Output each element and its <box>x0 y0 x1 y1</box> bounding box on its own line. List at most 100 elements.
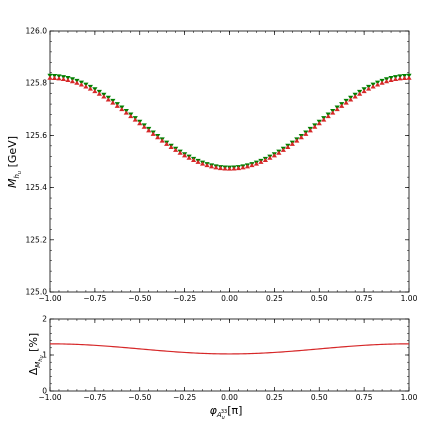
top-series-2-point <box>253 161 260 166</box>
top-series-2-point <box>267 155 273 160</box>
top-series-2-point <box>388 77 394 83</box>
bottom-y-axis-label: ΔMhu [%] <box>27 333 45 375</box>
top-xtick-label: −0.25 <box>173 294 196 303</box>
top-series-2-point <box>146 128 152 133</box>
top-series-2-point <box>132 117 138 122</box>
top-y-axis-label: Mhu [GeV] <box>6 136 23 188</box>
top-series-2-point <box>397 76 403 81</box>
top-series-2-point <box>83 84 89 89</box>
top-series-2-point <box>294 138 300 143</box>
top-series-2-point <box>325 113 331 119</box>
top-series-2-point <box>217 165 224 171</box>
top-series-2-point <box>285 144 291 149</box>
top-series-2-point <box>208 164 215 169</box>
top-series-2-point <box>101 94 107 99</box>
top-ytick-label: 125.0 <box>26 288 48 297</box>
top-series-2-point <box>141 124 147 129</box>
top-series-2-point <box>128 113 134 119</box>
bottom-xtick-label: 0.75 <box>356 393 373 402</box>
top-series-2-point <box>60 76 67 82</box>
top-series-2-point <box>199 161 206 166</box>
top-xtick-label: −0.75 <box>83 294 106 303</box>
top-series-2-point <box>222 166 228 171</box>
top-ytick-label: 125.6 <box>26 131 48 140</box>
top-series-2-point <box>56 76 62 81</box>
top-series-2-point <box>289 141 295 146</box>
top-series-2-point <box>105 97 111 102</box>
bottom-xtick-label: 0.25 <box>266 393 283 402</box>
bottom-panel: −1.00 −0.75 −0.50 −0.25 0.00 0.25 0.50 0.75 1.00… <box>39 315 418 403</box>
top-series-2-point <box>123 110 129 115</box>
top-series-2-point <box>357 91 363 96</box>
top-series-2-point <box>352 94 358 99</box>
top-series-2-point <box>330 110 336 115</box>
top-series-2-point <box>186 155 192 160</box>
top-series-2-point <box>150 131 156 136</box>
top-xtick-label: 0.75 <box>356 294 373 303</box>
top-panel: −1.00 −0.75 −0.50 −0.25 0.00 0.25 0.50 0.75 1.00… <box>26 27 418 304</box>
top-series-2-point <box>96 91 102 96</box>
top-series-2-point <box>339 103 345 108</box>
top-series-2-point <box>379 80 385 85</box>
top-series-2-point <box>226 166 233 171</box>
top-series-2-point <box>137 121 143 126</box>
top-series-2-point <box>173 147 179 152</box>
top-series-2-point <box>343 100 349 105</box>
top-series-2-point <box>383 79 390 84</box>
top-ytick-label: 125.2 <box>26 235 48 244</box>
bottom-xtick-label: 0.50 <box>311 393 328 402</box>
top-xtick-label: 0.50 <box>311 294 328 303</box>
bottom-ytick-label: 0 <box>42 387 47 396</box>
top-series-2-point <box>374 82 381 87</box>
top-series-2-point <box>195 159 201 164</box>
top-series-2-point <box>401 75 408 80</box>
bottom-xtick-label: −0.25 <box>173 393 196 402</box>
top-series-2-point <box>204 163 210 168</box>
top-ytick-label: 125.4 <box>26 183 48 192</box>
top-series-2-point <box>298 135 304 140</box>
top-series-2-point <box>303 131 309 136</box>
top-series-2-point <box>370 84 376 89</box>
bottom-ytick-label: 2 <box>42 315 47 324</box>
top-series-2-point <box>69 79 76 84</box>
top-series-2-point <box>258 159 264 164</box>
top-xtick-label: 0.00 <box>221 294 238 303</box>
top-series-2-point <box>119 107 125 112</box>
top-series-2-point <box>65 77 71 83</box>
top-series-2-point <box>159 138 165 143</box>
top-series-2-point <box>47 75 53 80</box>
top-series-2-point <box>191 157 197 162</box>
top-series-2-point <box>262 157 268 162</box>
top-series-2-point <box>307 128 313 133</box>
bottom-x-axis-label: φAu33[π] <box>210 404 243 421</box>
top-xtick-label: −1.00 <box>39 294 62 303</box>
top-xtick-label: 0.25 <box>266 294 283 303</box>
top-ytick-label: 126.0 <box>26 27 48 36</box>
top-series-2-point <box>235 165 242 171</box>
top-series-2-point <box>231 166 237 171</box>
top-series-2-point <box>271 153 277 158</box>
top-series-2-point <box>321 117 327 122</box>
top-series-2-point <box>213 165 219 170</box>
bottom-xtick-label: 0.00 <box>221 393 238 402</box>
bottom-xtick-label: −0.75 <box>83 393 106 402</box>
top-series-2-point <box>280 147 286 152</box>
top-series-2-point <box>312 124 318 129</box>
top-series-2-point <box>334 107 340 112</box>
top-series-2-point <box>276 150 282 155</box>
bottom-ytick-label: 1 <box>42 351 47 360</box>
top-series-2-point <box>78 82 85 87</box>
top-series-2-point <box>348 97 354 102</box>
top-series-2-point <box>87 86 93 91</box>
top-series-2-point <box>361 88 367 94</box>
top-ytick-label: 125.8 <box>26 79 48 88</box>
top-series-2-point <box>114 103 120 108</box>
top-series-2-point <box>177 150 183 155</box>
bottom-xtick-label: −0.50 <box>128 393 151 402</box>
top-series-2-point <box>92 88 98 94</box>
top-series-2-point <box>366 86 372 91</box>
top-series-2-point <box>51 75 58 80</box>
top-series-2-point <box>155 135 161 140</box>
top-series-2-point <box>168 144 174 149</box>
